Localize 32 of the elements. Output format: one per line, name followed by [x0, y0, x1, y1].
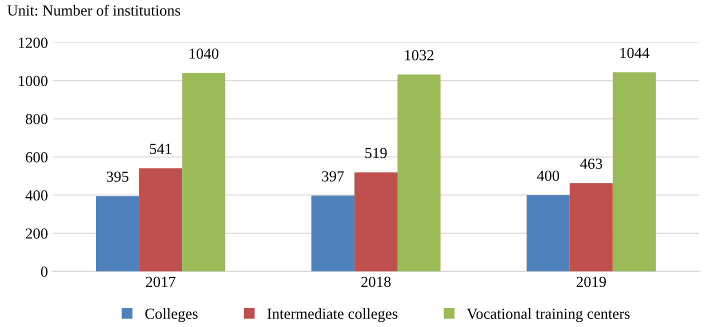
legend-label: Colleges — [145, 308, 198, 322]
bar — [612, 72, 656, 272]
data-label: 1044 — [620, 48, 650, 58]
bar — [182, 73, 226, 272]
bar — [570, 183, 613, 272]
x-tick-label: 2017 — [146, 276, 176, 288]
x-tick-label: 2018 — [361, 276, 391, 288]
data-label: 519 — [365, 148, 387, 158]
data-label: 541 — [150, 144, 172, 154]
bar — [96, 196, 140, 272]
bar — [354, 172, 398, 272]
x-tick-label: 2019 — [576, 276, 606, 288]
data-label: 1032 — [405, 50, 434, 60]
data-label: 397 — [322, 171, 344, 182]
y-tick-label: 400 — [25, 190, 48, 201]
y-tick-label: 1000 — [18, 76, 48, 86]
bar — [139, 168, 182, 272]
y-tick-label: 800 — [26, 114, 48, 124]
data-label: 463 — [580, 158, 602, 169]
data-label: 400 — [537, 170, 560, 181]
y-tick-label: 200 — [26, 228, 48, 239]
text: Unit: Number of institutions — [7, 4, 180, 16]
data-label: 1040 — [190, 48, 218, 59]
legend-label: Intermediate colleges — [267, 308, 398, 322]
bar — [311, 196, 354, 272]
y-tick-label: 0 — [41, 266, 48, 277]
legend-label: Vocational training centers — [466, 308, 630, 322]
bar — [397, 74, 441, 272]
bar — [526, 195, 570, 272]
y-tick-label: 1200 — [18, 38, 48, 48]
y-tick-label: 600 — [26, 152, 48, 162]
data-label: 395 — [106, 172, 128, 182]
